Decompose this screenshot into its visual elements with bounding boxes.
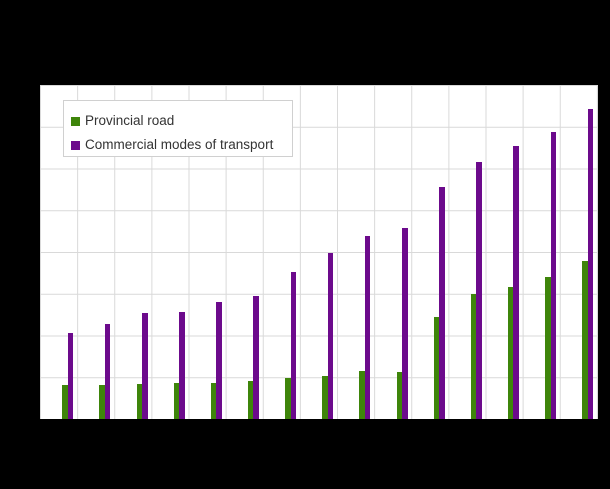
legend-item-provincial-road: Provincial road <box>71 109 292 133</box>
bar-group <box>523 85 560 419</box>
bar-group <box>560 85 597 419</box>
bars-layer <box>40 85 597 419</box>
bar-provincial-road <box>322 376 328 419</box>
bar-provincial-road <box>545 276 551 419</box>
bar-commercial-modes-of-transport <box>142 313 148 419</box>
bar-commercial-modes-of-transport <box>253 295 259 419</box>
bar-commercial-modes-of-transport <box>67 333 74 419</box>
bar-group <box>40 85 77 419</box>
bar-provincial-road <box>507 286 514 419</box>
legend-item-commercial-transport: Commercial modes of transport <box>71 133 292 157</box>
bar-commercial-modes-of-transport <box>290 271 297 419</box>
bar-group <box>337 85 374 419</box>
bar-commercial-modes-of-transport <box>364 236 371 419</box>
bar-commercial-modes-of-transport <box>439 186 445 419</box>
bar-group <box>411 85 448 419</box>
bar-provincial-road <box>62 385 68 419</box>
bar-commercial-modes-of-transport <box>550 132 557 419</box>
bar-provincial-road <box>247 381 254 419</box>
bar-provincial-road <box>396 371 403 419</box>
legend-swatch-commercial-transport-icon <box>71 140 80 150</box>
bar-group <box>77 85 114 419</box>
bar-provincial-road <box>359 371 365 419</box>
bar-provincial-road <box>582 260 588 419</box>
bar-commercial-modes-of-transport <box>513 145 519 419</box>
bar-provincial-road <box>99 385 105 419</box>
bar-commercial-modes-of-transport <box>587 108 594 419</box>
legend: Provincial road Commercial modes of tran… <box>63 100 293 157</box>
bar-group <box>189 85 226 419</box>
bar-provincial-road <box>136 383 143 419</box>
bar-commercial-modes-of-transport <box>327 252 334 419</box>
bar-provincial-road <box>285 378 291 419</box>
bar-commercial-modes-of-transport <box>216 302 222 419</box>
bar-group <box>263 85 300 419</box>
bar-group <box>486 85 523 419</box>
legend-label-commercial-transport: Commercial modes of transport <box>85 137 274 153</box>
bar-commercial-modes-of-transport <box>476 162 482 419</box>
bar-provincial-road <box>210 383 217 419</box>
bar-group <box>449 85 486 419</box>
bar-commercial-modes-of-transport <box>179 312 185 419</box>
bar-group <box>374 85 411 419</box>
plot-area: Provincial road Commercial modes of tran… <box>40 85 598 419</box>
legend-swatch-provincial-road-icon <box>71 116 80 126</box>
bar-group <box>300 85 337 419</box>
bar-provincial-road <box>173 382 180 419</box>
bar-group <box>226 85 263 419</box>
bar-commercial-modes-of-transport <box>104 323 111 419</box>
bar-group <box>114 85 151 419</box>
bar-provincial-road <box>433 316 440 419</box>
legend-label-provincial-road: Provincial road <box>85 113 175 129</box>
bar-group <box>151 85 188 419</box>
bar-provincial-road <box>470 294 477 419</box>
bar-commercial-modes-of-transport <box>402 227 408 419</box>
